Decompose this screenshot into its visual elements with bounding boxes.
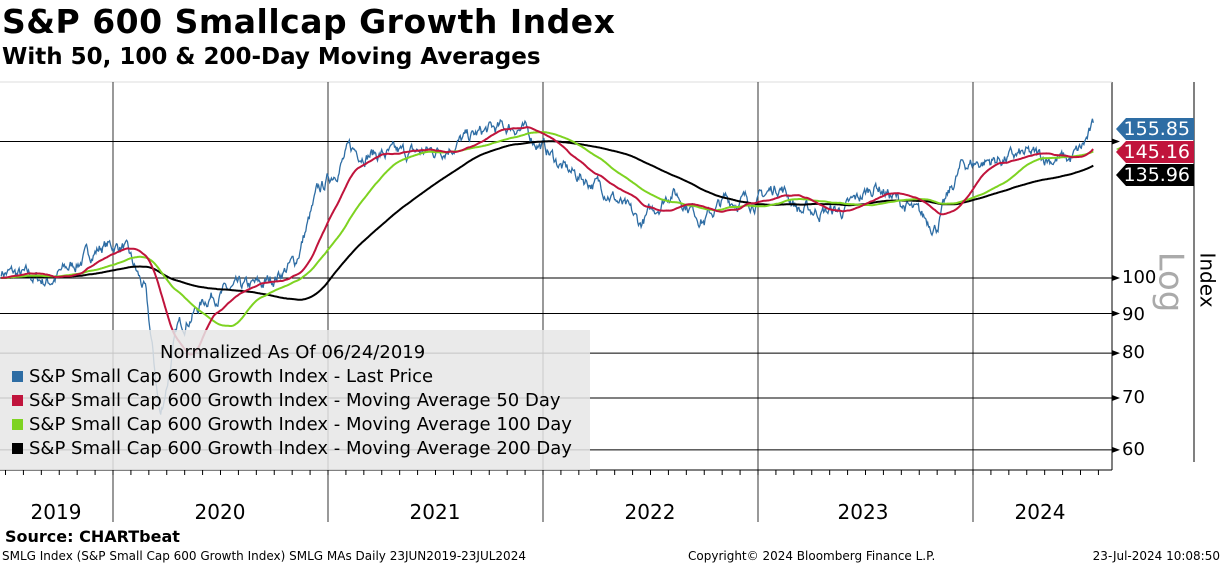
legend-swatch <box>12 443 23 454</box>
footer-timestamp: 23-Jul-2024 10:08:50 <box>1092 549 1220 563</box>
ytick-arrow <box>1112 310 1120 317</box>
source-label: Source: CHARTbeat <box>5 527 180 546</box>
chart-subtitle: With 50, 100 & 200-Day Moving Averages <box>2 44 541 70</box>
xtick-label: 2020 <box>194 500 246 524</box>
series-ma100 <box>1 131 1094 327</box>
ma200-tag: 135.96 <box>1116 164 1194 186</box>
legend-item-ma50: S&P Small Cap 600 Growth Index - Moving … <box>12 390 561 411</box>
legend-label: S&P Small Cap 600 Growth Index - Moving … <box>29 414 572 435</box>
legend-label: S&P Small Cap 600 Growth Index - Moving … <box>29 438 572 459</box>
footer-description: SMLG Index (S&P Small Cap 600 Growth Ind… <box>2 549 526 563</box>
ytick-arrow <box>1112 395 1120 402</box>
log-scale-label: Log <box>1150 251 1191 313</box>
legend-label: S&P Small Cap 600 Growth Index - Last Pr… <box>29 366 434 387</box>
legend-swatch <box>12 419 23 430</box>
last-price-tag: 155.85 <box>1116 118 1194 140</box>
series-ma50 <box>0 126 1094 356</box>
ytick-label: 80 <box>1122 342 1145 363</box>
ytick-arrow <box>1112 275 1120 281</box>
footer-copyright: Copyright© 2024 Bloomberg Finance L.P. <box>688 549 936 563</box>
ytick-label: 70 <box>1122 387 1145 408</box>
y-axis-label: Index <box>1195 252 1220 308</box>
chart-title: S&P 600 Smallcap Growth Index <box>2 2 616 41</box>
legend-label: S&P Small Cap 600 Growth Index - Moving … <box>29 390 561 411</box>
ytick-arrow <box>1112 350 1120 357</box>
xtick-label: 2022 <box>624 500 676 524</box>
ytick-label: 100 <box>1122 267 1157 288</box>
ytick-arrow <box>1112 138 1120 145</box>
legend-item-ma200: S&P Small Cap 600 Growth Index - Moving … <box>12 438 572 459</box>
legend-item-ma100: S&P Small Cap 600 Growth Index - Moving … <box>12 414 572 435</box>
ytick-label: 90 <box>1122 304 1145 325</box>
ytick-label: 60 <box>1122 439 1145 460</box>
ytick-arrow <box>1112 446 1120 453</box>
legend: Normalized As Of 06/24/2019 S&P Small Ca… <box>0 330 590 470</box>
xtick-label: 2023 <box>837 500 889 524</box>
legend-note: Normalized As Of 06/24/2019 <box>160 342 426 363</box>
legend-swatch <box>12 395 23 406</box>
xtick-label: 2019 <box>30 500 82 524</box>
xtick-label: 2024 <box>1014 500 1066 524</box>
xtick-label: 2021 <box>409 500 461 524</box>
legend-item-last-price: S&P Small Cap 600 Growth Index - Last Pr… <box>12 366 433 387</box>
legend-swatch <box>12 371 23 382</box>
ma50-tag: 145.16 <box>1116 141 1194 163</box>
